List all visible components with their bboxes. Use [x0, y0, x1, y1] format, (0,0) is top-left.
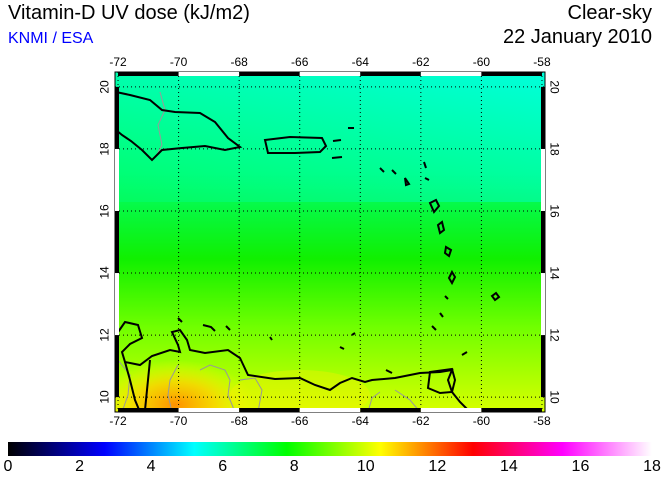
- lon-tick-label-top: -62: [412, 55, 430, 69]
- trinidad: [426, 351, 468, 395]
- colorbar-tick-label: 14: [499, 458, 518, 475]
- lat-tick-label-left: 20: [97, 80, 112, 94]
- coastlines: [115, 91, 501, 412]
- lon-tick-label-top: -66: [291, 55, 309, 69]
- lat-tick-label-right: 16: [547, 204, 562, 218]
- lat-tick-label-right: 10: [547, 390, 562, 404]
- lat-tick-label-right: 18: [547, 142, 562, 156]
- lon-tick-label-bottom: -60: [472, 414, 491, 428]
- lat-tick-label-left: 18: [97, 142, 112, 156]
- colorbar-tick-label: 0: [3, 458, 13, 475]
- lat-tick-label-right: 12: [547, 328, 562, 342]
- colorbar-tick-label: 18: [643, 458, 661, 475]
- lon-tick-label-bottom: -72: [109, 414, 127, 428]
- lon-tick-label-bottom: -70: [169, 414, 188, 428]
- lat-tick-label-left: 12: [97, 328, 112, 342]
- lon-tick-label-bottom: -66: [291, 414, 309, 428]
- uv-dose-map: [114, 71, 546, 413]
- date-label: 22 January 2010: [502, 26, 652, 48]
- venezuela-coast: [115, 320, 471, 412]
- hispaniola-coast: [115, 91, 243, 162]
- colorbar-tick-label: 6: [218, 458, 228, 475]
- lon-tick-label-top: -58: [533, 55, 551, 69]
- colorbar-tick-label: 16: [571, 458, 590, 475]
- map-frame: [114, 71, 546, 413]
- lon-tick-label-top: -70: [169, 55, 188, 69]
- high-dose-area: [115, 360, 255, 412]
- colorbar-tick-label: 12: [428, 458, 447, 475]
- colorbar: [8, 442, 652, 456]
- colorbar-tick-label: 4: [146, 458, 156, 475]
- lesser-antilles-coast: [391, 161, 501, 331]
- colorbar-tick-label: 10: [356, 458, 375, 475]
- lon-tick-label-top: -60: [472, 55, 491, 69]
- lat-tick-label-left: 16: [97, 204, 112, 218]
- lat-tick-label-right: 14: [547, 266, 562, 280]
- colorbar-tick-label: 8: [289, 458, 299, 475]
- lon-tick-label-top: -68: [230, 55, 248, 69]
- lat-tick-label-right: 20: [547, 80, 562, 94]
- lon-tick-label-bottom: -62: [412, 414, 430, 428]
- puerto-rico-coast: [263, 135, 328, 154]
- colorbar-tick-label: 2: [75, 458, 84, 475]
- lon-tick-label-top: -64: [351, 55, 369, 69]
- lat-tick-label-left: 10: [97, 390, 112, 404]
- lon-tick-label-bottom: -58: [533, 414, 551, 428]
- country-borders: [117, 91, 421, 412]
- map-title: Vitamin-D UV dose (kJ/m2): [8, 2, 250, 24]
- lon-tick-label-top: -72: [109, 55, 127, 69]
- abc-islands: [177, 317, 393, 374]
- org-label: KNMI / ESA: [8, 30, 94, 47]
- lon-tick-label-bottom: -64: [351, 414, 369, 428]
- condition-label: Clear-sky: [567, 2, 652, 24]
- lon-tick-label-bottom: -68: [230, 414, 248, 428]
- lat-tick-label-left: 14: [97, 266, 112, 280]
- lake-maracaibo: [124, 359, 151, 412]
